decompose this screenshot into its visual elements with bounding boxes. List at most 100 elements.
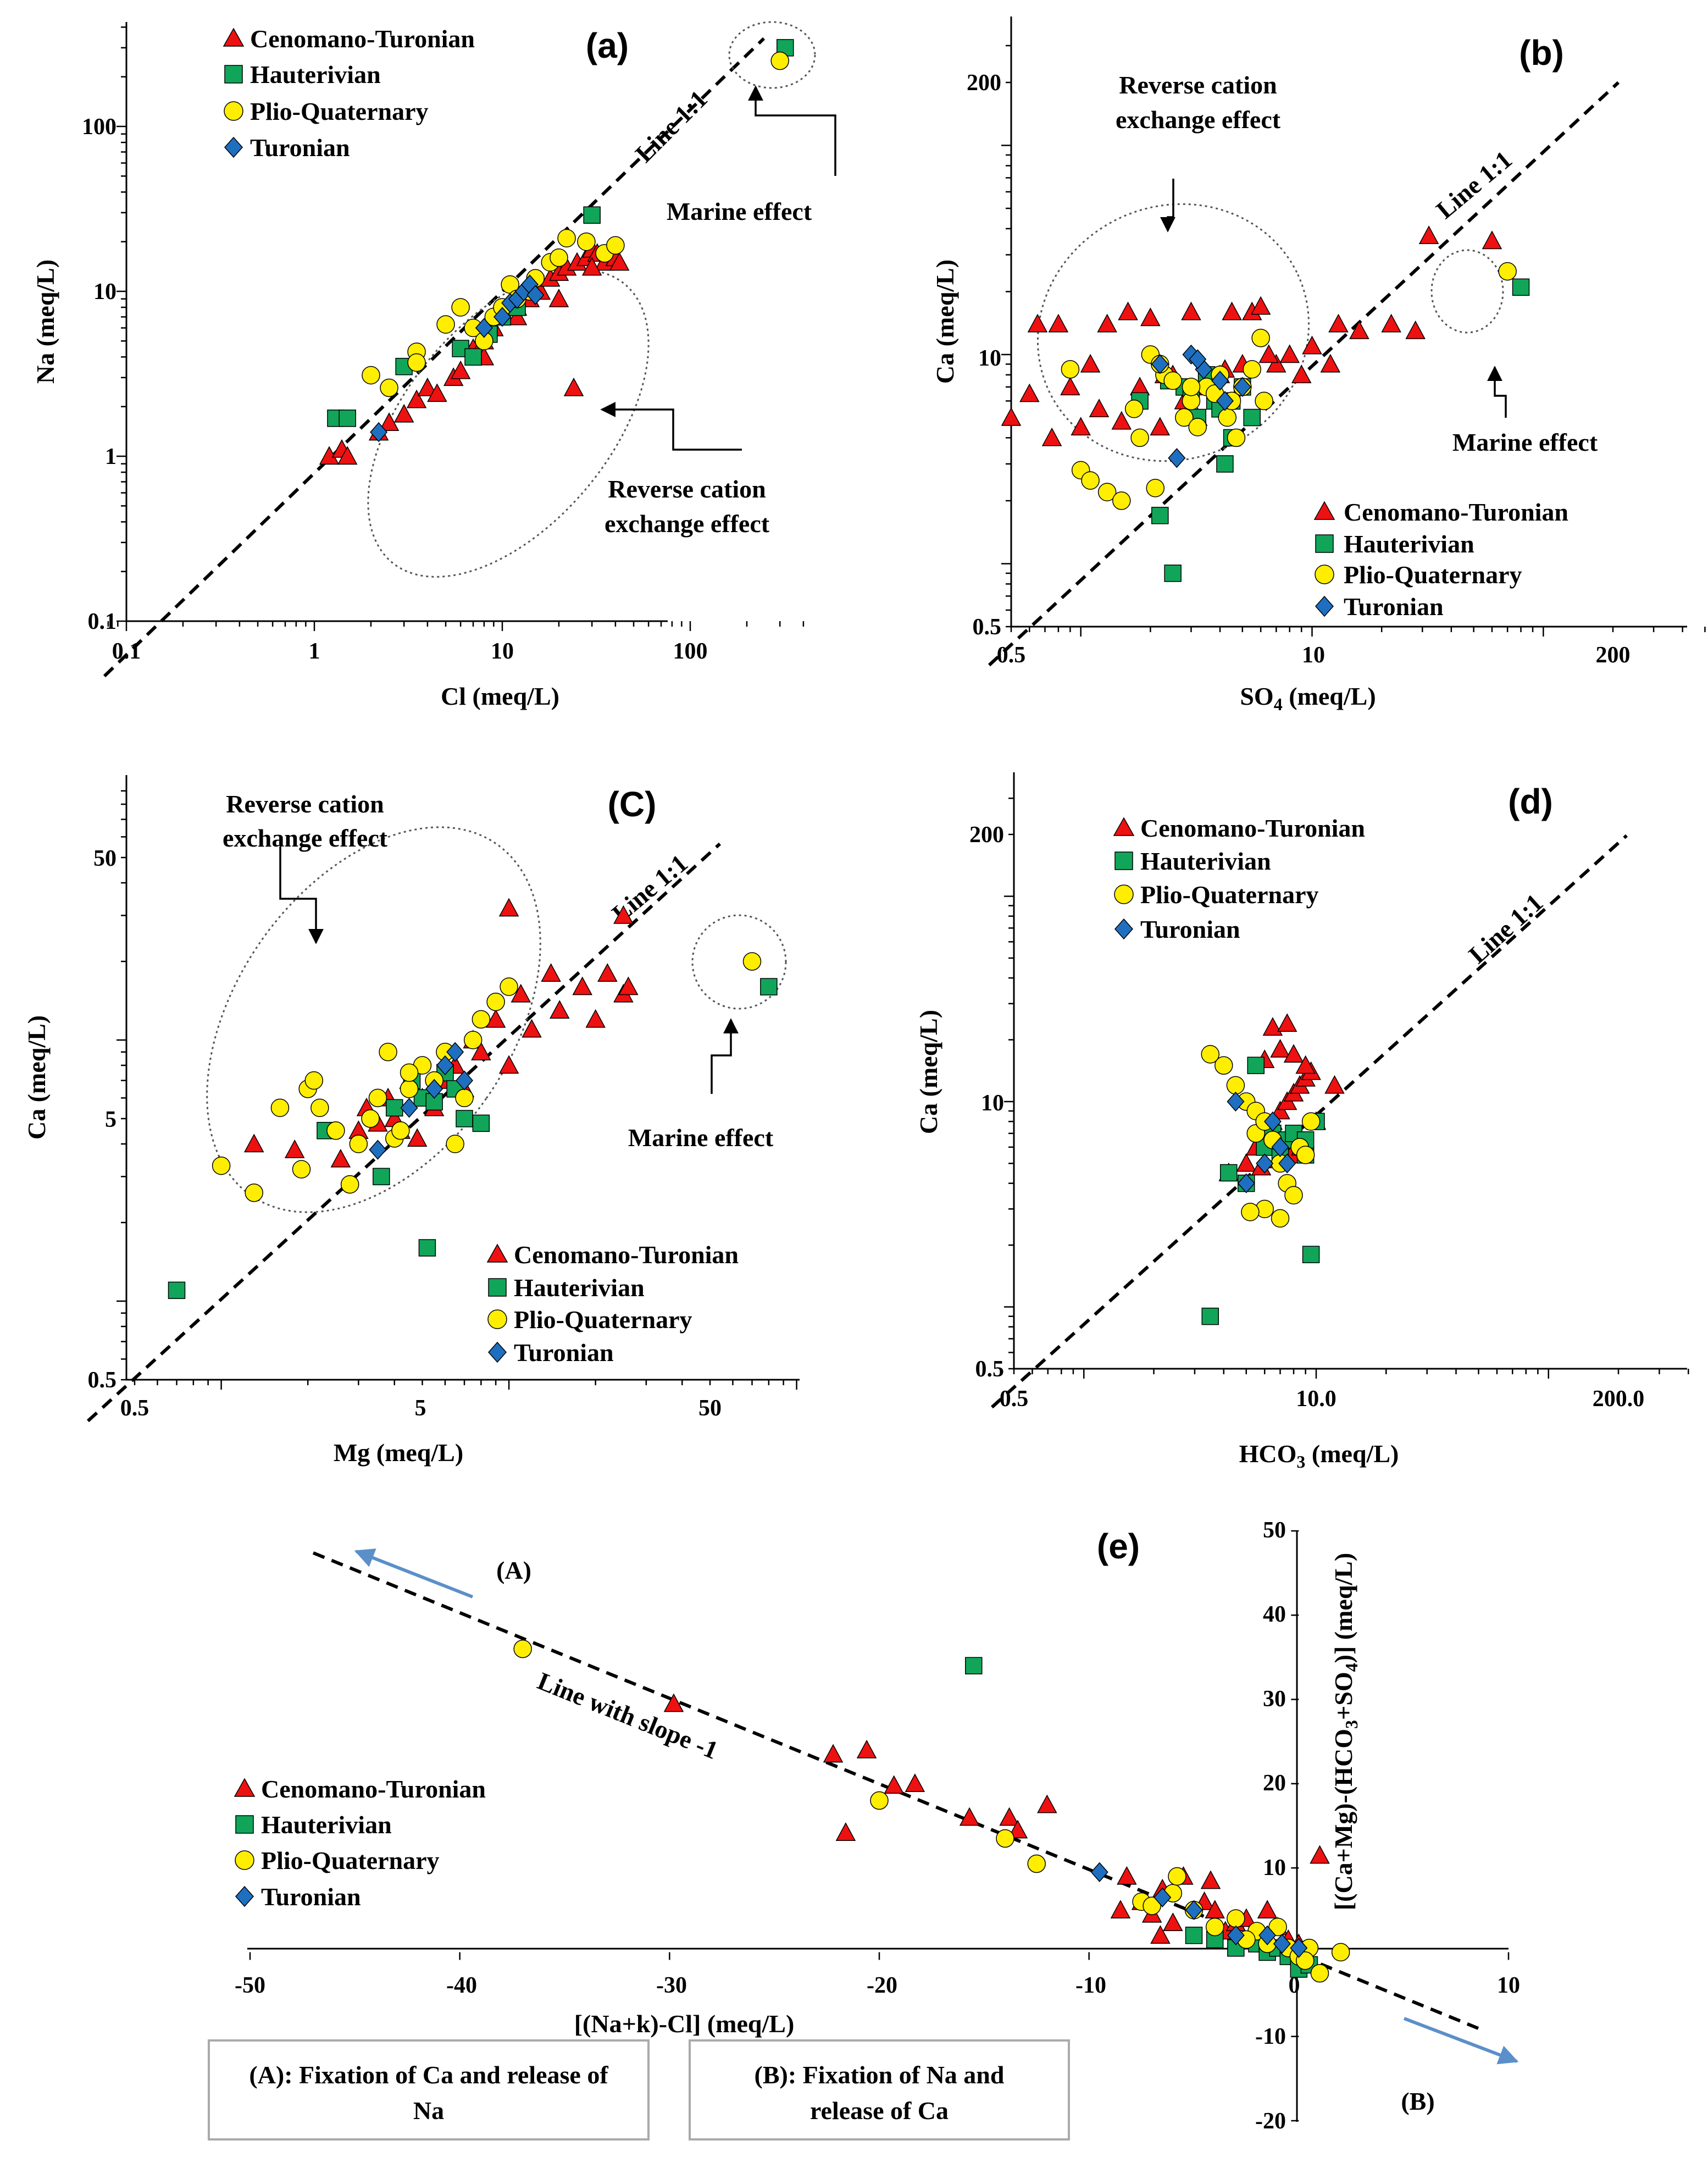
panel-c-y-label: Ca (meq/L) xyxy=(23,1015,51,1140)
panel-d-point-0-16 xyxy=(1283,1044,1304,1063)
panel-d-point-3-4 xyxy=(1271,1137,1289,1158)
panel-b-y-tick-0: 0.5 xyxy=(973,615,1002,640)
panel-a-y-tick-3: 100 xyxy=(82,114,117,140)
panel-e-point-2-1 xyxy=(870,1791,889,1810)
panel-a-point-0-6 xyxy=(406,389,427,408)
panel-e-x-tick-1: -40 xyxy=(446,1973,477,1998)
panel-a-point-2-5 xyxy=(451,298,470,317)
panel-d-point-0-15 xyxy=(1270,1039,1290,1058)
panel-a-point-0-32 xyxy=(548,289,569,307)
panel-a-plot xyxy=(319,39,794,465)
panel-e-point-0-5 xyxy=(905,1773,925,1793)
panel-e-point-2-17 xyxy=(1331,1943,1350,1962)
panel-c-exchange-label-1: Reverse cation xyxy=(226,790,384,818)
panel-a-y-tick-2: 10 xyxy=(93,279,117,305)
panel-d-point-3-3 xyxy=(1263,1111,1282,1132)
panel-c-point-2-11 xyxy=(379,1042,397,1061)
legend-c-label-2: Plio-Quaternary xyxy=(514,1306,692,1334)
panel-b-point-1-1 xyxy=(1164,565,1182,582)
panel-c-point-0-27 xyxy=(618,976,639,995)
panel-b-point-3-7 xyxy=(1189,349,1207,369)
panel-e-point-0-28 xyxy=(1110,1900,1131,1918)
panel-b-point-0-29 xyxy=(1328,313,1349,333)
panel-e-y-tick-7: -20 xyxy=(1255,2109,1286,2134)
legend-e-marker-0 xyxy=(234,1778,256,1797)
panel-d-point-3-1 xyxy=(1237,1173,1255,1193)
panel-a-point-0-7 xyxy=(417,377,438,396)
panel-b-point-0-28 xyxy=(1320,353,1341,373)
panel-b-point-0-34 xyxy=(1482,230,1502,250)
panel-b-point-3-6 xyxy=(1233,377,1251,397)
note-b-line-1: (B): Fixation of Na and xyxy=(755,2061,1005,2089)
panel-e-x-label: [(Na+k)-Cl] (meq/L) xyxy=(574,2010,795,2038)
note-a-line-1: (A): Fixation of Ca and release of xyxy=(249,2061,608,2089)
panel-c-point-1-3 xyxy=(386,1099,403,1117)
panel-a-x-tick-3: 100 xyxy=(673,639,708,664)
panel-c-point-0-29 xyxy=(613,905,634,924)
panel-c-point-0-30 xyxy=(407,1128,428,1147)
panel-a-exchange-arrow xyxy=(600,402,742,451)
panel-a-point-3-2 xyxy=(493,307,512,327)
panel-c-point-0-23 xyxy=(572,976,592,995)
panel-c-x-tick-1: 5 xyxy=(415,1396,426,1421)
panel-a-legend: Cenomano-Turonian Hauterivian Plio-Quate… xyxy=(223,25,475,162)
panel-b-point-0-5 xyxy=(1060,377,1080,396)
panel-c-x-tick-0: 0.5 xyxy=(120,1396,149,1421)
panel-d-line-label: Line 1:1 xyxy=(1463,888,1549,969)
panel-b-y-label: Ca (meq/L) xyxy=(931,259,959,384)
panel-c-point-0-17 xyxy=(485,1009,506,1028)
panel-b-point-0-16 xyxy=(1181,301,1201,320)
panel-e-y-tick-6: -10 xyxy=(1255,2024,1286,2049)
panel-a-marine-arrow xyxy=(748,85,836,176)
panel-c-point-1-12 xyxy=(760,978,778,995)
legend-b-marker-0 xyxy=(1313,501,1335,520)
panel-b-point-2-4 xyxy=(1112,491,1131,510)
panel-c-point-2-0 xyxy=(212,1156,231,1175)
panel-b-legend: Cenomano-Turonian Hauterivian Plio-Quate… xyxy=(1313,498,1568,621)
panel-b-point-0-4 xyxy=(1048,313,1069,333)
panel-c-point-3-0 xyxy=(369,1140,387,1160)
panel-b-point-3-0 xyxy=(1151,354,1169,374)
panel-b-point-2-10 xyxy=(1163,371,1182,390)
panel-a-reference-line xyxy=(103,37,766,678)
panel-e-point-2-8 xyxy=(1205,1917,1224,1937)
panel-d-point-1-2 xyxy=(1247,1057,1265,1074)
panel-d-point-2-15 xyxy=(1271,1209,1290,1228)
note-b-box xyxy=(689,2039,1070,2141)
panel-b-point-1-8 xyxy=(1216,455,1234,473)
panel-c-ticks xyxy=(117,790,797,1390)
panel-b-point-0-1 xyxy=(1019,383,1040,402)
panel-b-point-1-11 xyxy=(1243,408,1261,427)
legend-c-label-0: Cenomano-Turonian xyxy=(514,1241,739,1269)
panel-b-line-label: Line 1:1 xyxy=(1431,145,1517,224)
panel-a-point-3-1 xyxy=(475,318,493,338)
panel-d-title: (d) xyxy=(1508,782,1553,821)
panel-c-point-2-13 xyxy=(391,1121,410,1140)
panel-c-point-2-26 xyxy=(742,952,762,971)
legend-d-marker-3 xyxy=(1114,918,1134,940)
panel-b-point-0-7 xyxy=(1089,399,1110,417)
panel-e-y-tick-4: 10 xyxy=(1263,1855,1286,1881)
panel-c-point-1-9 xyxy=(456,1110,473,1127)
panel-c-point-2-6 xyxy=(326,1121,345,1140)
panel-b-point-0-8 xyxy=(1097,313,1117,333)
panel-c-y-tick-2: 50 xyxy=(93,846,117,871)
note-a-line-2: Na xyxy=(413,2097,444,2125)
panel-a-point-2-15 xyxy=(550,248,568,267)
panel-a-point-2-4 xyxy=(436,315,455,334)
panel-e-y-label: [(Ca+Mg)-(HCO3+SO4)] (meq/L) xyxy=(1329,1553,1361,1910)
legend-d-marker-2 xyxy=(1114,884,1134,904)
panel-c-point-3-4 xyxy=(446,1042,464,1062)
legend-a-label-2: Plio-Quaternary xyxy=(250,97,429,125)
panel-c-point-1-0 xyxy=(168,1281,186,1299)
panel-b-point-2-21 xyxy=(1243,360,1261,379)
panel-b-exchange-label-1: Reverse cation xyxy=(1119,71,1277,99)
panel-c-point-2-2 xyxy=(270,1098,290,1118)
panel-a-title: (a) xyxy=(586,26,629,65)
panel-c-point-2-1 xyxy=(245,1183,263,1202)
panel-c-x-label: Mg (meq/L) xyxy=(334,1439,463,1467)
panel-b-title: (b) xyxy=(1519,33,1564,73)
panel-c-point-3-2 xyxy=(425,1078,443,1099)
legend-b-marker-3 xyxy=(1315,595,1334,617)
panel-a-point-1-1 xyxy=(339,410,356,427)
